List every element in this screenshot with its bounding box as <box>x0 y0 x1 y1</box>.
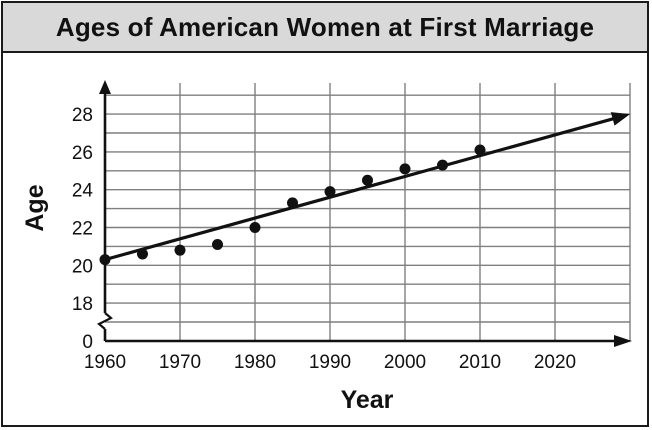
axes <box>97 80 632 347</box>
data-point <box>99 254 111 266</box>
chart-title: Ages of American Women at First Marriage <box>55 11 595 42</box>
y-tick-label: 20 <box>72 256 93 277</box>
y-tick-label: 18 <box>72 294 93 315</box>
x-tick-label: 1980 <box>234 352 276 373</box>
data-points <box>99 144 486 266</box>
y-tick-labels: 0 18 20 22 24 26 28 <box>72 105 94 353</box>
y-axis-arrow <box>99 80 111 94</box>
y-tick-label: 0 <box>82 332 93 353</box>
data-point <box>324 186 336 198</box>
trend-line <box>104 115 619 262</box>
x-tick-label: 2000 <box>384 352 426 373</box>
x-tick-label: 1990 <box>309 352 351 373</box>
data-point <box>212 239 223 251</box>
x-tick-label: 2010 <box>459 352 501 373</box>
x-axis-arrow <box>614 335 632 347</box>
y-tick-label: 24 <box>72 181 94 202</box>
x-tick-label: 2020 <box>534 352 576 373</box>
data-point <box>474 144 486 156</box>
x-tick-label: 1970 <box>159 352 201 373</box>
data-point <box>287 197 298 209</box>
y-tick-label: 22 <box>72 219 93 240</box>
x-tick-labels: 1960 1970 1980 1990 2000 2010 2020 <box>84 352 576 373</box>
data-point <box>174 244 186 256</box>
trend-line-arrow <box>610 112 630 126</box>
data-point <box>137 248 148 260</box>
data-point <box>399 163 411 175</box>
grid <box>105 83 631 341</box>
data-point <box>362 174 373 186</box>
y-tick-label: 26 <box>72 143 93 164</box>
y-axis-title: Age <box>21 184 49 231</box>
title-bar: Ages of American Women at First Marriage <box>3 3 647 53</box>
data-point <box>437 159 448 171</box>
data-point <box>249 222 261 233</box>
trend-line-group <box>104 112 630 262</box>
x-axis-title: Year <box>341 386 394 414</box>
y-tick-label: 28 <box>72 105 93 126</box>
y-axis-break <box>97 312 113 330</box>
x-tick-label: 1960 <box>84 352 126 373</box>
